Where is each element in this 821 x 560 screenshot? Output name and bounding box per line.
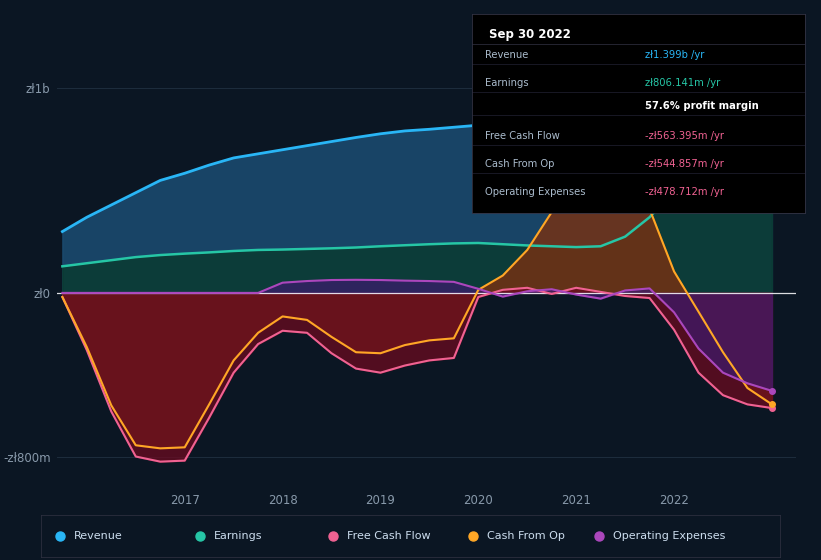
- Text: Earnings: Earnings: [485, 77, 529, 87]
- Text: 57.6% profit margin: 57.6% profit margin: [645, 101, 759, 111]
- Text: Sep 30 2022: Sep 30 2022: [488, 28, 571, 41]
- Text: -zł478.712m /yr: -zł478.712m /yr: [645, 187, 724, 197]
- Text: Earnings: Earnings: [214, 531, 263, 541]
- Text: -zł563.395m /yr: -zł563.395m /yr: [645, 131, 724, 141]
- Text: Revenue: Revenue: [74, 531, 122, 541]
- Text: Cash From Op: Cash From Op: [485, 159, 555, 169]
- Text: Free Cash Flow: Free Cash Flow: [347, 531, 430, 541]
- Text: Free Cash Flow: Free Cash Flow: [485, 131, 560, 141]
- Text: Operating Expenses: Operating Expenses: [613, 531, 725, 541]
- Text: Operating Expenses: Operating Expenses: [485, 187, 586, 197]
- Text: zł806.141m /yr: zł806.141m /yr: [645, 77, 720, 87]
- Text: -zł544.857m /yr: -zł544.857m /yr: [645, 159, 724, 169]
- Text: Cash From Op: Cash From Op: [488, 531, 565, 541]
- Text: zł1.399b /yr: zł1.399b /yr: [645, 50, 704, 60]
- Text: Revenue: Revenue: [485, 50, 529, 60]
